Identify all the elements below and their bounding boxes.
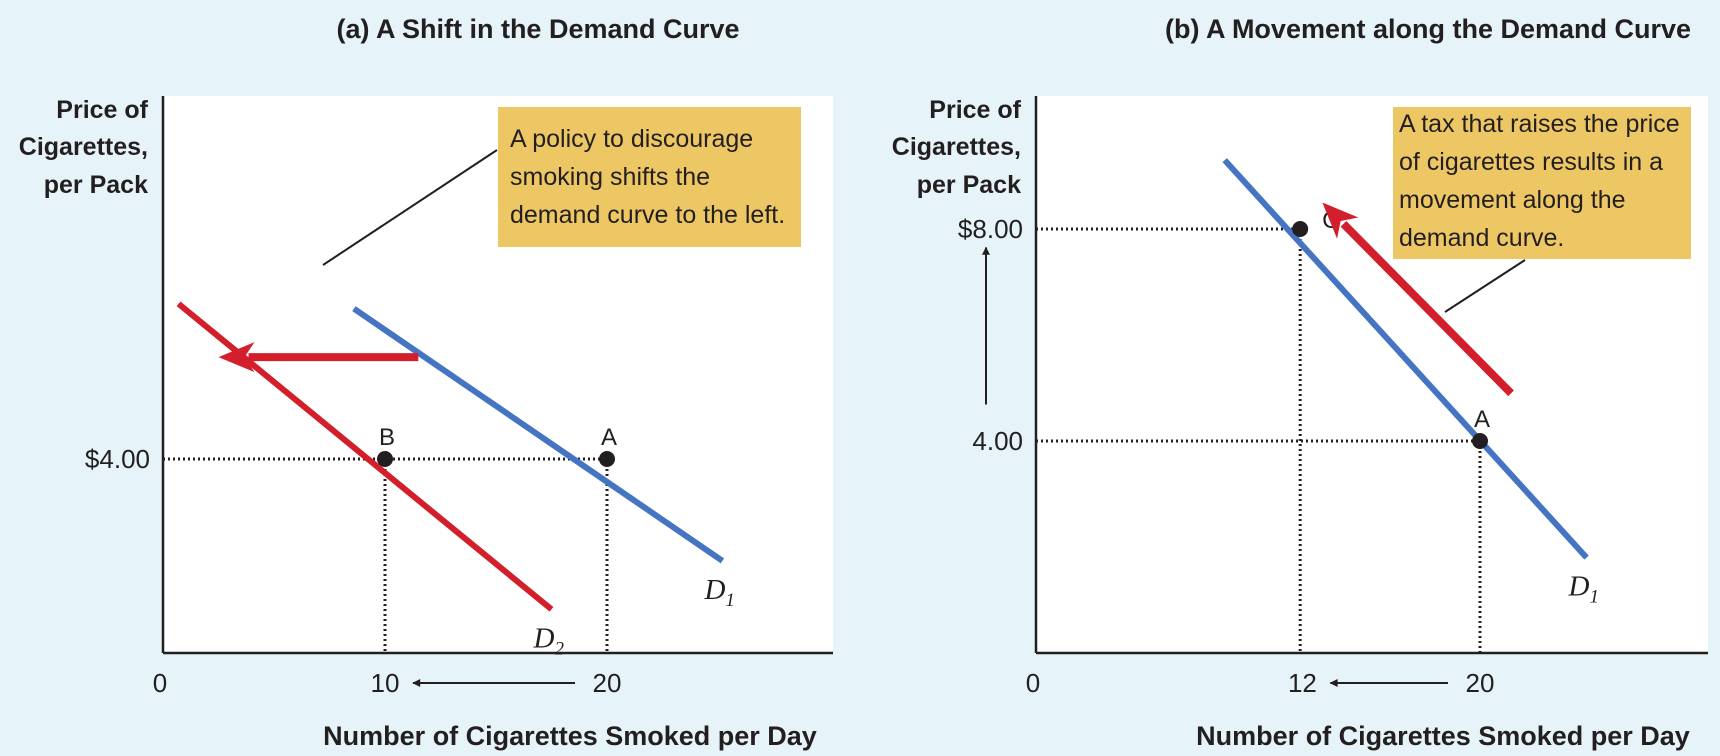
panel-a-callout: A policy to discourage smoking shifts the… — [498, 107, 801, 247]
y-axis-label-line: Price of — [56, 96, 148, 124]
x-tick-label: 12 — [1288, 668, 1317, 698]
panel-a-callout-box — [498, 107, 801, 247]
demand-curve-d1 — [352, 306, 725, 564]
panel-a-x-axis-label: Number of Cigarettes Smoked per Day — [323, 721, 817, 751]
point-label: B — [379, 424, 395, 451]
callout-text-line: demand curve. — [1399, 224, 1564, 252]
y-axis-label-line: per Pack — [917, 171, 1021, 199]
panel-b-callout-box — [1393, 107, 1691, 259]
y-tick-label: $4.00 — [85, 444, 150, 474]
point-a — [1472, 433, 1488, 449]
y-tick-label: 4.00 — [972, 426, 1023, 456]
callout-text-line: demand curve to the left. — [510, 201, 785, 229]
curve-label-subscript: 1 — [725, 590, 735, 611]
callout-text-line: movement along the — [1399, 186, 1626, 214]
x-tick-label: 20 — [593, 668, 622, 698]
panel-b-x-axis-label: Number of Cigarettes Smoked per Day — [1196, 721, 1690, 751]
panel-b: (b) A Movement along the Demand Curve Pr… — [892, 14, 1708, 751]
movement-arrow-shaft — [1340, 221, 1514, 397]
demand-curve-d1 — [1222, 158, 1589, 560]
callout-text-line: A policy to discourage — [510, 125, 753, 153]
curve-label-subscript: 2 — [554, 638, 564, 659]
y-axis-label-line: Price of — [929, 96, 1021, 124]
callout-text-line: smoking shifts the — [510, 163, 710, 191]
panel-b-y-axis-label: Price of Cigarettes, per Pack — [892, 96, 1022, 199]
movement-arrow-head — [1322, 202, 1359, 239]
x-tick-label: 20 — [1466, 668, 1495, 698]
point-c — [1292, 221, 1309, 237]
panel-b-title: (b) A Movement along the Demand Curve — [1165, 14, 1691, 44]
origin-label: 0 — [1026, 668, 1040, 698]
y-tick-label: $8.00 — [958, 214, 1023, 244]
point-label: A — [1474, 406, 1490, 433]
origin-label: 0 — [153, 668, 167, 698]
shift-arrow-head — [218, 342, 255, 373]
curve-label-subscript: 1 — [1590, 587, 1600, 608]
point-label: A — [601, 424, 617, 451]
y-axis-label-line: per Pack — [44, 171, 148, 199]
callout-text-line: of cigarettes results in a — [1399, 148, 1663, 176]
callout-text-line: A tax that raises the price — [1399, 110, 1680, 138]
panel-a-title: (a) A Shift in the Demand Curve — [336, 14, 739, 44]
callout-pointer-line — [322, 149, 498, 266]
panel-a: (a) A Shift in the Demand Curve Price of… — [19, 14, 833, 751]
x-tick-label: 10 — [371, 668, 400, 698]
panel-b-callout: A tax that raises the price of cigarettes… — [1393, 107, 1691, 259]
y-axis-label-line: Cigarettes, — [19, 133, 148, 161]
point-b — [377, 451, 393, 467]
y-axis-label-line: Cigarettes, — [892, 133, 1021, 161]
panel-a-y-axis-label: Price of Cigarettes, per Pack — [19, 96, 149, 199]
point-a — [599, 451, 615, 467]
callout-pointer-line — [1444, 259, 1526, 313]
